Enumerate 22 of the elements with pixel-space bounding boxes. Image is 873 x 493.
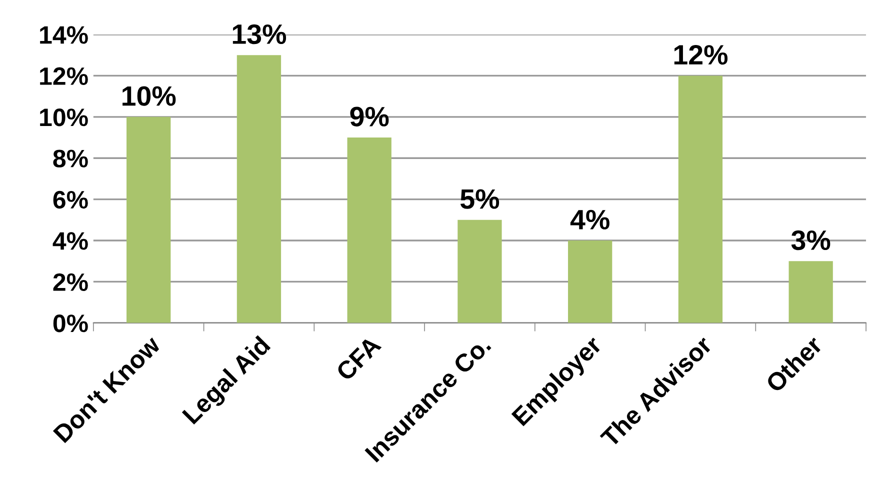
bar (458, 220, 502, 323)
data-label: 4% (570, 210, 610, 230)
data-label: 12% (674, 44, 728, 65)
y-tick-label: 10% (40, 108, 88, 126)
bar (347, 138, 392, 323)
y-tick-label: 14% (40, 26, 88, 44)
data-label: 5% (460, 189, 500, 209)
y-tick-label: 0% (53, 314, 88, 332)
data-label: 9% (350, 106, 389, 126)
y-tick-label: 4% (52, 232, 88, 250)
bar (568, 240, 612, 323)
data-label: 13% (232, 24, 286, 44)
bar (236, 55, 282, 323)
y-tick-label: 6% (53, 190, 88, 209)
bar (126, 116, 171, 323)
y-tick-label: 8% (53, 150, 88, 168)
y-tick-label: 2% (53, 273, 88, 291)
data-label: 10% (122, 86, 176, 106)
y-tick-label: 12% (40, 67, 88, 85)
bar (788, 261, 833, 323)
bar (678, 76, 723, 323)
data-label: 3% (791, 230, 830, 250)
